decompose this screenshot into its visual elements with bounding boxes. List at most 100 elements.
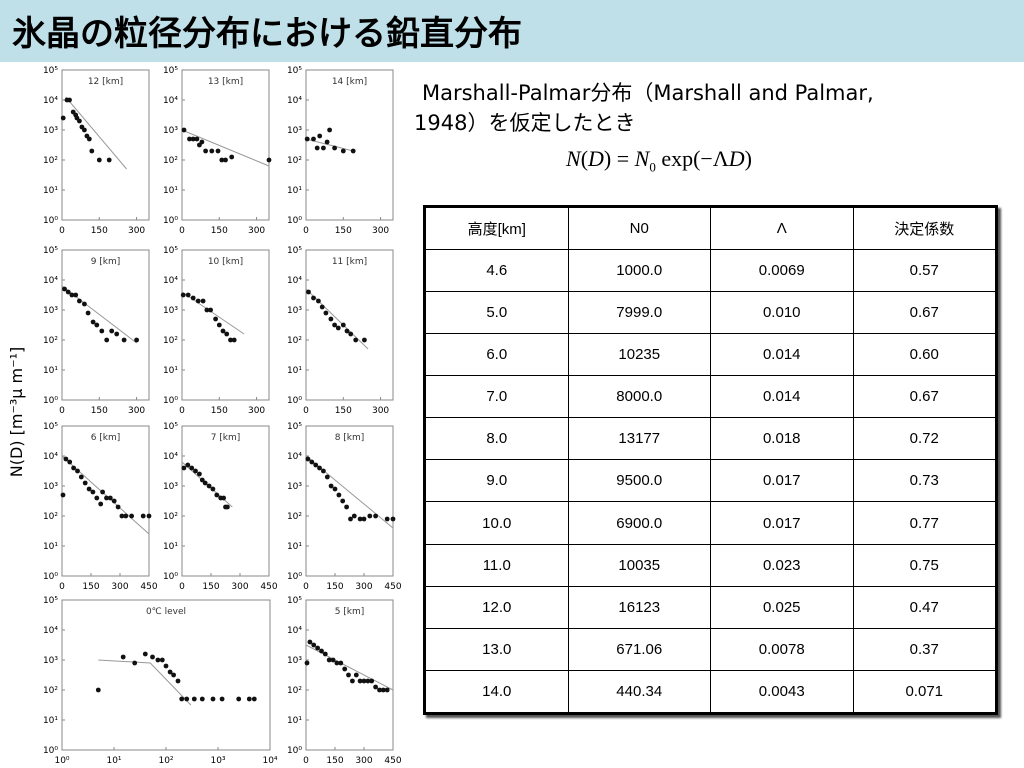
data-point [317,465,322,471]
data-point [353,672,359,678]
x-tick-label: 300 [231,582,248,592]
fit-line [98,659,192,706]
formula-exp: exp [661,146,694,171]
y-tick-label: 10⁴ [287,626,302,636]
cell-n0: 9500.0 [567,459,711,503]
cell-r2: 0.75 [852,543,996,587]
panel-frame [61,599,271,751]
data-point [132,660,138,666]
cell-lambda: 0.014 [710,375,854,419]
y-tick-label: 10⁴ [287,276,302,286]
data-point [348,516,353,522]
x-tick-label: 0 [303,406,309,416]
cell-r2: 0.37 [852,627,996,671]
y-tick-label: 10² [43,512,58,522]
cell-r2: 0.73 [852,459,996,503]
cell-n0: 16123 [567,585,711,629]
data-point [348,331,354,337]
data-point [89,148,95,154]
cell-lambda: 0.014 [710,333,854,377]
data-point [75,468,80,474]
panel-label: 11 [km] [332,257,367,267]
data-point [321,145,326,151]
y-tick-label: 10⁰ [163,572,178,582]
y-tick-label: 10² [287,512,302,522]
data-point [353,337,359,343]
y-tick-label: 10⁰ [43,216,58,226]
table-row: 5.0 7999.0 0.010 0.67 [425,291,996,335]
data-point [179,696,185,702]
y-tick-label: 10³ [163,482,178,492]
data-point [340,148,346,154]
table-row: 4.6 1000.0 0.0069 0.57 [425,248,996,293]
table-row: 9.0 9500.0 0.017 0.73 [425,459,996,503]
parameter-table-frame: 高度[km] N0 Λ 決定係数 4.6 1000.0 0.0069 0.57 5.0… [423,205,998,715]
data-point [60,115,66,121]
cell-lambda: 0.018 [710,417,854,461]
data-point [98,501,104,507]
data-point [315,645,320,651]
x-tick-label: 450 [384,582,401,592]
y-tick-label: 10³ [43,306,58,316]
data-point [350,678,355,684]
data-point [187,136,192,142]
data-point [322,651,328,657]
data-point [193,468,198,474]
y-tick-label: 10¹ [287,716,302,726]
table-row: 11.0 10035 0.023 0.75 [425,543,996,587]
y-tick-label: 10⁴ [163,452,178,462]
data-point [159,657,165,663]
data-point [82,301,87,307]
table-row: 13.0 671.06 0.0078 0.37 [425,627,996,671]
data-point [120,654,126,660]
x-tick-label: 300 [372,226,389,236]
data-point [71,465,76,471]
data-point [314,145,320,151]
data-point [214,492,220,498]
data-point [146,513,152,519]
y-tick-label: 10¹ [287,366,302,376]
data-point [323,310,329,316]
cell-altitude: 10.0 [425,501,569,545]
data-point [155,657,161,663]
description: Marshall-Palmar分布（Marshall and Palmar, 1… [414,78,1018,138]
x-tick-label: 0 [179,226,185,236]
data-point [357,516,363,522]
data-point [246,696,252,702]
x-tick-label: 450 [384,756,401,766]
y-tick-label: 10⁴ [43,452,58,462]
data-point [94,495,100,501]
y-tick-label: 10⁵ [287,422,302,432]
y-tick-label: 10⁴ [43,96,58,106]
data-point [377,687,382,693]
cell-lambda: 0.017 [710,459,854,503]
title-bar: 氷晶の粒径分布における鉛直分布 [0,0,1024,62]
data-point [175,678,181,684]
cell-lambda: 0.017 [710,501,854,545]
cell-altitude: 12.0 [425,585,569,629]
data-point [369,678,375,684]
y-tick-label: 10² [43,156,58,166]
data-point [373,684,378,690]
header-lambda: Λ [710,207,854,250]
y-tick-label: 10⁵ [43,596,58,606]
y-tick-label: 10¹ [43,186,58,196]
y-tick-label: 10⁵ [163,422,178,432]
y-tick-label: 10² [287,156,302,166]
panel-label: 10 [km] [208,257,243,267]
y-tick-label: 10⁵ [287,66,302,76]
data-point [199,696,205,702]
data-point [384,516,390,522]
x-tick-label: 150 [326,582,343,592]
cell-altitude: 9.0 [425,459,569,503]
x-tick-label: 300 [128,406,145,416]
data-point [115,504,121,510]
data-point [202,480,208,486]
data-point [384,687,390,693]
data-point [336,492,342,498]
header-n0: N0 [567,207,711,250]
data-point [85,310,91,316]
description-line-2: 1948）を仮定したとき [414,111,636,135]
cell-altitude: 5.0 [425,291,569,335]
data-point [104,337,110,343]
